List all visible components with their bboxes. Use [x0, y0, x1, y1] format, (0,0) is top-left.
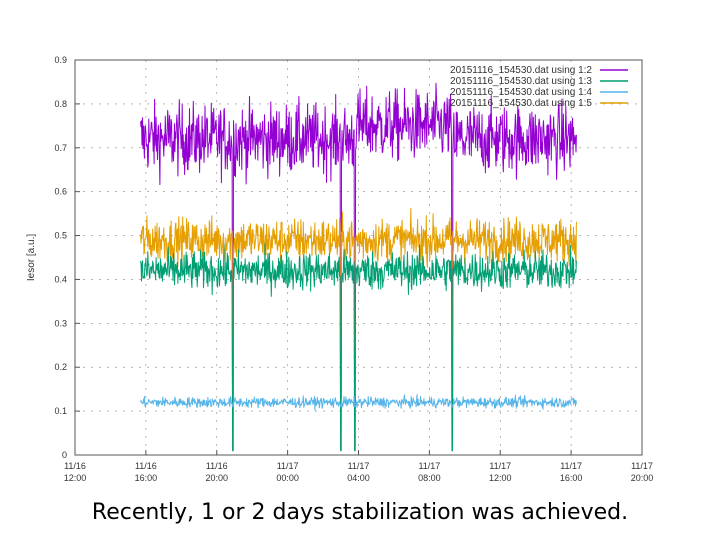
y-axis: 0 0.1 0.2 0.3 0.4 0.5 0.6 0.7 0.8 0.9: [54, 55, 80, 460]
x-tick-label-time: 20:00: [631, 473, 654, 483]
series-line: [140, 394, 577, 411]
y-tick-label: 0.8: [54, 99, 67, 109]
series-group: [140, 82, 577, 452]
y-tick-label: 0.6: [54, 187, 67, 197]
x-tick-label-time: 20:00: [205, 473, 228, 483]
series-line: [140, 82, 577, 452]
x-tick-label-date: 11/17: [489, 461, 511, 471]
legend-label: 20151116_154530.dat using 1:4: [450, 87, 592, 98]
x-tick-label-date: 11/16: [64, 461, 86, 471]
x-tick-label-time: 12:00: [489, 473, 512, 483]
y-axis-label: Iesor [a.u.]: [26, 234, 37, 281]
chart: 00.10.20.30.40.50.60.70.80.9 11/1612:001…: [26, 55, 654, 483]
x-axis: 11/16 12:00 11/16 16:00 11/16 20:00 11/17 00:00…: [64, 450, 654, 483]
legend: 20151116_154530.dat using 1:220151116_15…: [450, 65, 628, 109]
x-tick-label-time: 12:00: [64, 473, 87, 483]
x-tick-label-time: 16:00: [135, 473, 158, 483]
slide-caption: Recently, 1 or 2 days stabilization was …: [91, 500, 629, 525]
y-tick-label: 0.3: [54, 318, 67, 328]
x-tick-label-time: 00:00: [276, 473, 299, 483]
series-line: [140, 207, 577, 452]
y-tick-label: 0.4: [54, 274, 67, 284]
legend-label: 20151116_154530.dat using 1:2: [450, 65, 592, 76]
y-tick-label: 0.5: [54, 231, 67, 241]
x-tick-label-time: 08:00: [418, 473, 441, 483]
x-tick-label-date: 11/17: [560, 461, 582, 471]
x-tick-label-date: 11/17: [418, 461, 440, 471]
x-tick-label-date: 11/16: [206, 461, 228, 471]
legend-label: 20151116_154530.dat using 1:5: [450, 98, 592, 109]
y-tick-label: 0.1: [54, 406, 67, 416]
legend-label: 20151116_154530.dat using 1:3: [450, 76, 592, 87]
x-tick-label-time: 04:00: [347, 473, 370, 483]
x-tick-label-date: 11/17: [277, 461, 299, 471]
x-tick-label-date: 11/17: [631, 461, 653, 471]
y-tick-label: 0.9: [54, 55, 67, 65]
y-tick-label: 0.7: [54, 143, 67, 153]
x-tick-label-time: 16:00: [560, 473, 583, 483]
x-tick-label-date: 11/16: [135, 461, 157, 471]
y-tick-label: 0.2: [54, 362, 67, 372]
y-tick-label: 0: [62, 450, 67, 460]
series-line: [140, 243, 577, 452]
x-tick-label-date: 11/17: [348, 461, 370, 471]
